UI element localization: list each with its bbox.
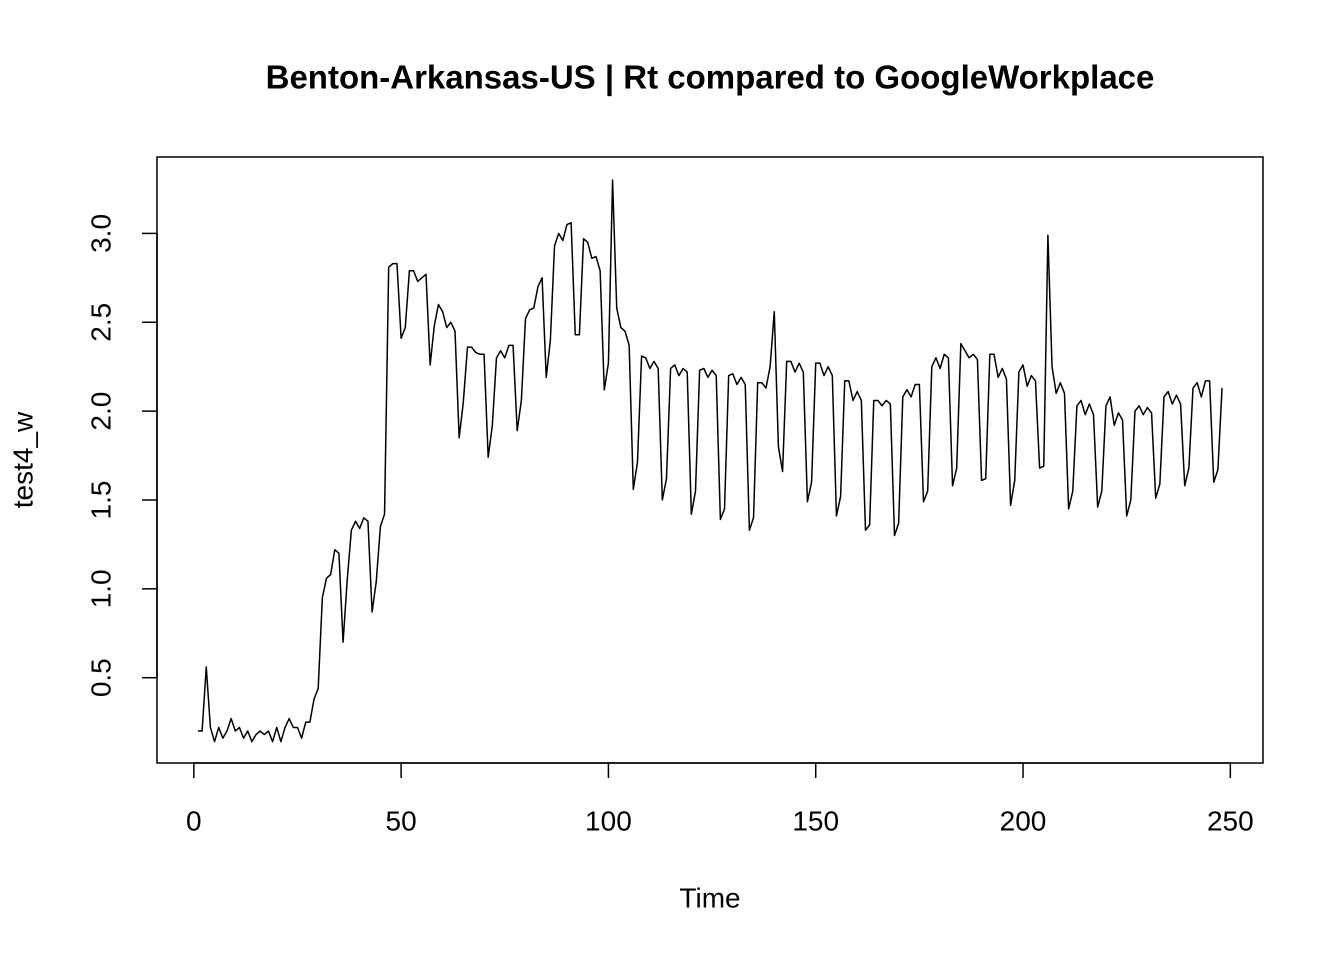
- x-tick-label: 150: [792, 805, 839, 836]
- plot-box: [156, 156, 1264, 764]
- y-tick-label: 1.5: [85, 481, 116, 520]
- y-tick-label: 3.0: [85, 214, 116, 253]
- y-tick-label: 2.0: [85, 392, 116, 431]
- x-tick-label: 250: [1207, 805, 1254, 836]
- y-tick-label: 0.5: [85, 658, 116, 697]
- x-tick-label: 200: [1000, 805, 1047, 836]
- x-tick-label: 100: [585, 805, 632, 836]
- chart-title: Benton-Arkansas-US | Rt compared to Goog…: [266, 59, 1155, 96]
- x-axis-label: Time: [679, 882, 740, 913]
- data-line: [197, 179, 1223, 743]
- x-tick-label: 0: [186, 805, 202, 836]
- x-tick-label: 50: [386, 805, 417, 836]
- y-tick-label: 2.5: [85, 303, 116, 342]
- y-axis-label: test4_w: [7, 411, 38, 508]
- y-tick-label: 1.0: [85, 569, 116, 608]
